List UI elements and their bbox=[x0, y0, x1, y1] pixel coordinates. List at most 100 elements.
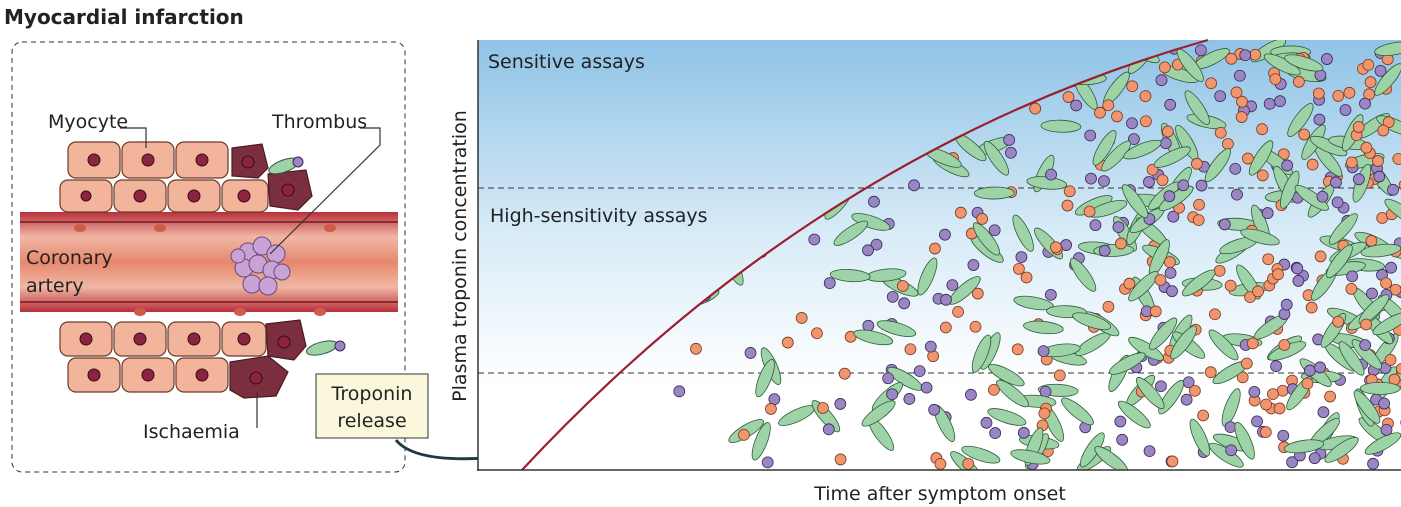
particle bbox=[1321, 53, 1333, 65]
thrombus-label: Thrombus bbox=[271, 111, 367, 133]
particle bbox=[1038, 407, 1051, 420]
band-label: High-sensitivity assays bbox=[490, 205, 708, 227]
particle bbox=[1244, 291, 1256, 303]
particle bbox=[1158, 380, 1185, 415]
particle bbox=[1204, 366, 1217, 379]
particle bbox=[1069, 257, 1097, 292]
particle bbox=[1366, 287, 1378, 300]
particle bbox=[1372, 155, 1384, 167]
particle bbox=[690, 342, 702, 355]
artery-illustration bbox=[20, 127, 398, 428]
particle bbox=[1269, 73, 1282, 86]
particle bbox=[1239, 49, 1252, 62]
particle bbox=[1330, 176, 1342, 189]
panel-frame bbox=[11, 41, 406, 473]
band-label: Sensitive assays bbox=[488, 51, 645, 73]
particle bbox=[1156, 174, 1169, 187]
particle bbox=[1291, 262, 1304, 275]
particle bbox=[851, 213, 891, 231]
particle bbox=[1358, 294, 1390, 325]
particle bbox=[1101, 140, 1132, 172]
particle bbox=[1126, 117, 1138, 130]
particle bbox=[1102, 99, 1115, 112]
particle bbox=[1154, 274, 1167, 286]
particle bbox=[1233, 69, 1246, 82]
particle bbox=[1166, 285, 1178, 298]
particle bbox=[1061, 397, 1094, 426]
particle bbox=[1011, 343, 1024, 356]
particle bbox=[1070, 99, 1083, 112]
particle bbox=[1343, 86, 1356, 99]
particle bbox=[1387, 183, 1399, 196]
particle bbox=[1251, 415, 1263, 428]
particle bbox=[1284, 54, 1324, 72]
particle bbox=[1005, 146, 1017, 159]
particle bbox=[1192, 214, 1205, 227]
particle bbox=[1225, 444, 1238, 457]
particle bbox=[969, 320, 982, 333]
particle bbox=[1190, 157, 1203, 170]
particle bbox=[1003, 134, 1016, 146]
particle bbox=[940, 293, 952, 306]
particle bbox=[853, 329, 894, 346]
particle bbox=[1360, 141, 1373, 154]
particle bbox=[1281, 159, 1294, 172]
particle bbox=[1053, 369, 1066, 382]
particle bbox=[1279, 170, 1300, 209]
particle bbox=[1252, 285, 1264, 298]
particle bbox=[1015, 251, 1028, 264]
particle bbox=[1143, 176, 1155, 188]
particle bbox=[1256, 123, 1269, 136]
particle bbox=[1351, 339, 1383, 370]
particle bbox=[1209, 308, 1221, 321]
troponin-box bbox=[315, 373, 429, 439]
particle bbox=[1128, 271, 1159, 302]
particle bbox=[1384, 198, 1401, 225]
particle bbox=[1292, 75, 1305, 88]
particle bbox=[908, 179, 920, 192]
particle bbox=[833, 220, 869, 246]
particle bbox=[980, 416, 993, 429]
particle bbox=[834, 453, 847, 466]
particle bbox=[971, 287, 984, 300]
particle bbox=[765, 403, 777, 415]
particle bbox=[1012, 214, 1034, 252]
particle bbox=[1273, 402, 1286, 415]
particle bbox=[1177, 179, 1190, 192]
particle bbox=[1213, 264, 1226, 277]
particle bbox=[1155, 74, 1168, 87]
particle bbox=[1359, 381, 1401, 395]
particle bbox=[1389, 283, 1401, 296]
particle bbox=[987, 383, 1000, 396]
particle bbox=[1049, 241, 1062, 254]
particle bbox=[1301, 377, 1314, 390]
particle bbox=[1373, 170, 1386, 183]
particle bbox=[876, 320, 917, 338]
particle bbox=[1109, 352, 1146, 375]
particle bbox=[1089, 219, 1102, 232]
particle bbox=[1374, 63, 1401, 96]
particle bbox=[1374, 41, 1401, 57]
particle bbox=[1184, 90, 1210, 126]
particle bbox=[1346, 270, 1359, 283]
particle bbox=[1259, 426, 1272, 439]
particle bbox=[1317, 406, 1330, 419]
particle bbox=[1197, 409, 1210, 422]
particle bbox=[1242, 152, 1254, 165]
particle bbox=[1331, 196, 1344, 209]
particle bbox=[1277, 429, 1290, 442]
particle bbox=[1292, 275, 1305, 287]
particle bbox=[1367, 457, 1379, 470]
particle bbox=[1278, 339, 1291, 351]
particle bbox=[738, 428, 750, 441]
particle bbox=[1359, 339, 1372, 352]
particle bbox=[928, 403, 941, 416]
particle bbox=[1029, 102, 1042, 115]
particle bbox=[1303, 364, 1316, 377]
coronary-label: Coronary bbox=[26, 247, 113, 269]
particle bbox=[1270, 360, 1283, 373]
particle bbox=[973, 186, 1015, 200]
particle bbox=[1224, 421, 1237, 433]
particle bbox=[761, 456, 774, 469]
particle bbox=[1274, 95, 1286, 108]
